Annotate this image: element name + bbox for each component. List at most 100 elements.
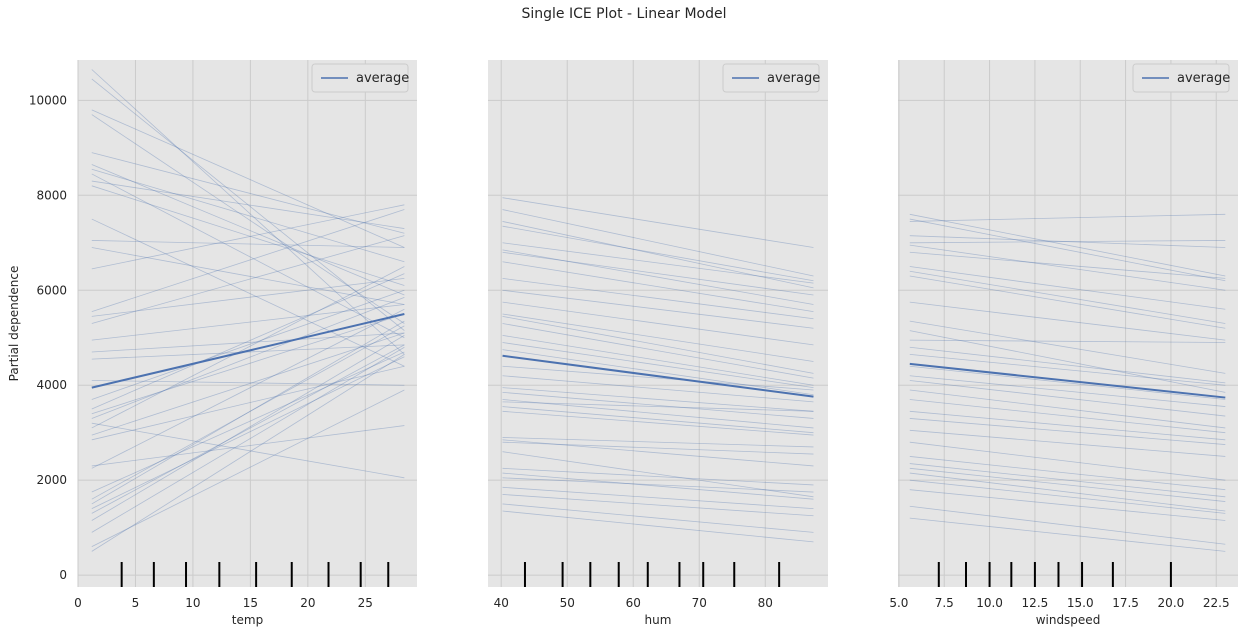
y-tick-label: 0 <box>59 568 67 582</box>
ice-line <box>502 323 814 379</box>
ice-line <box>91 304 405 341</box>
ice-line <box>909 320 1226 374</box>
ice-line <box>91 346 405 533</box>
ice-line <box>91 266 405 429</box>
ice-line <box>91 185 405 286</box>
ice-line <box>909 418 1226 445</box>
ice-line <box>91 344 405 360</box>
ice-line <box>91 335 405 521</box>
ice-line <box>909 399 1226 434</box>
ice-line <box>91 325 405 500</box>
ice-line <box>502 334 814 386</box>
average-line <box>91 313 405 389</box>
ice-line <box>502 472 814 500</box>
ice-line <box>502 401 814 412</box>
legend-label: average <box>767 71 820 86</box>
panel-hum: 40 50 60 70 80 hum average <box>488 60 828 627</box>
ice-line <box>502 197 814 248</box>
ice-line <box>909 365 1226 400</box>
ice-line <box>909 251 1226 279</box>
x-tick-label: 80 <box>758 596 773 610</box>
x-tick-label: 10 <box>185 596 200 610</box>
ice-line <box>91 389 405 548</box>
ice-line <box>91 209 405 313</box>
ice-line <box>91 289 405 400</box>
ice-line <box>502 365 814 391</box>
x-tick-label: 70 <box>692 596 707 610</box>
plot-area <box>898 60 1238 587</box>
ice-line <box>91 425 405 467</box>
ice-line <box>909 467 1226 502</box>
average-line <box>502 354 814 398</box>
legend-box <box>311 63 409 93</box>
ice-line <box>91 173 405 339</box>
ice-line <box>909 218 1226 282</box>
ice-line <box>909 456 1226 491</box>
average-line <box>909 362 1226 399</box>
ice-line <box>909 505 1226 545</box>
ice-line <box>91 297 405 419</box>
ice-line <box>91 354 405 552</box>
ice-line <box>91 273 405 410</box>
y-tick-label: 4000 <box>36 378 67 392</box>
ice-line <box>91 168 405 263</box>
ice-line <box>502 387 814 412</box>
y-tick-label: 10000 <box>29 93 67 107</box>
x-tick-label: 10.0 <box>976 596 1003 610</box>
ice-line <box>502 301 814 346</box>
ice-line <box>91 313 405 415</box>
ice-line <box>909 244 1226 291</box>
ice-line <box>502 510 814 543</box>
ice-line <box>91 332 405 436</box>
x-tick-label: 7.5 <box>935 596 954 610</box>
legend-label: average <box>1177 71 1230 86</box>
ice-line <box>909 275 1226 329</box>
x-axis-label: hum <box>645 613 672 627</box>
ice-line <box>91 114 405 324</box>
ice-line <box>502 349 814 396</box>
plot-area <box>488 60 828 587</box>
ice-line <box>909 479 1226 514</box>
ice-line <box>502 342 814 388</box>
ice-line <box>909 301 1226 341</box>
ice-line <box>909 330 1226 393</box>
ice-line <box>502 315 814 374</box>
ice-line <box>502 406 814 434</box>
ice-line <box>91 422 405 479</box>
ice-line <box>91 180 405 229</box>
ice-line <box>909 441 1226 481</box>
ice-line <box>502 261 814 313</box>
x-tick-label: 5.0 <box>889 596 908 610</box>
ice-line <box>502 225 814 282</box>
y-tick-label: 2000 <box>36 473 67 487</box>
ice-line <box>909 489 1226 521</box>
ice-line <box>909 339 1226 343</box>
panel-temp: 0 5 10 15 20 25 0 2000 4000 6000 8000 10000 temp Part… <box>7 60 417 627</box>
ice-line <box>909 517 1226 552</box>
y-axis-label: Partial dependence <box>7 266 21 382</box>
legend-box <box>1132 63 1230 93</box>
ice-line <box>502 477 814 493</box>
ice-line <box>91 204 405 270</box>
ice-line <box>91 356 405 510</box>
ice-line <box>91 380 405 386</box>
ice-line <box>91 109 405 248</box>
ice-line <box>909 346 1226 384</box>
ice-line <box>502 451 814 498</box>
ice-line <box>909 375 1226 407</box>
ice-line <box>91 308 405 469</box>
x-tick-label: 50 <box>560 596 575 610</box>
ice-line <box>91 69 405 355</box>
legend: average <box>722 63 820 93</box>
legend-box <box>722 63 820 93</box>
x-tick-label: 15 <box>243 596 258 610</box>
x-tick-label: 40 <box>494 596 509 610</box>
legend: average <box>311 63 409 93</box>
x-tick-label: 0 <box>74 596 82 610</box>
x-tick-label: 17.5 <box>1112 596 1139 610</box>
y-tick-label: 6000 <box>36 283 67 297</box>
x-tick-label: 60 <box>626 596 641 610</box>
x-tick-label: 25 <box>358 596 373 610</box>
x-axis-label: windspeed <box>1036 613 1101 627</box>
